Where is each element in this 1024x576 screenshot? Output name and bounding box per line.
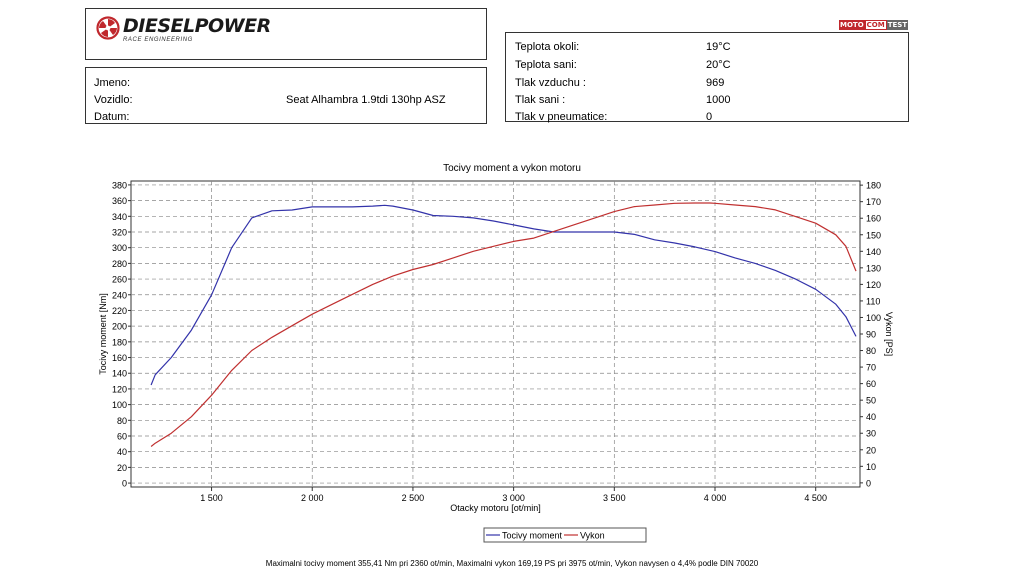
y-tick-label: 60	[117, 432, 127, 442]
y-tick-label: 120	[112, 384, 127, 394]
x-axis-label: Otacky motoru [ot/min]	[450, 503, 541, 513]
y-tick-label: 200	[112, 322, 127, 332]
x-axis-ticks: 1 500 2 000 2 500 3 000 3 500 4 000 4 500	[200, 487, 827, 503]
badge-part-1: MOTO	[839, 20, 865, 30]
owner-label: Jmeno:	[94, 77, 131, 89]
badge-part-3: TEST	[886, 20, 909, 30]
air-pressure-label: Tlak vzduchu :	[515, 77, 586, 89]
y-tick-label: 280	[112, 259, 127, 269]
tyre-pressure-value: 0	[706, 111, 713, 123]
vehicle-label: Vozidlo:	[94, 94, 133, 106]
y-axis-right-label: Vykon [PS]	[884, 312, 894, 356]
x-tick-label: 3 000	[502, 493, 525, 503]
y2-tick-label: 30	[866, 429, 876, 439]
y-tick-label: 320	[112, 228, 127, 238]
legend-label-torque: Tocivy moment	[502, 531, 563, 541]
y-axis-right-ticks: 0 10 20 30 40 50 60 70 80 90 100 110 120 130 140 150 160…	[860, 181, 881, 488]
intake-pressure-label: Tlak sani :	[515, 94, 566, 106]
y2-tick-label: 120	[866, 280, 881, 290]
torque-curve	[150, 204, 857, 386]
intake-temp-label: Teplota sani:	[515, 59, 577, 71]
y-tick-label: 240	[112, 290, 127, 300]
x-tick-label: 2 500	[402, 493, 425, 503]
y2-tick-label: 60	[866, 379, 876, 389]
x-tick-label: 1 500	[200, 493, 223, 503]
y2-tick-label: 150	[866, 230, 881, 240]
intake-temp-value: 20°C	[706, 59, 731, 71]
y2-tick-label: 10	[866, 462, 876, 472]
y-tick-label: 340	[112, 212, 127, 222]
y-tick-label: 160	[112, 353, 127, 363]
ambient-temp-label: Teplota okoli:	[515, 41, 580, 53]
y2-tick-label: 20	[866, 445, 876, 455]
y2-tick-label: 50	[866, 396, 876, 406]
y2-tick-label: 160	[866, 214, 881, 224]
y2-tick-label: 140	[866, 247, 881, 257]
y2-tick-label: 80	[866, 346, 876, 356]
air-pressure-value: 969	[706, 77, 725, 89]
motocomtest-badge: MOTO COM TEST	[839, 20, 909, 30]
y2-tick-label: 40	[866, 412, 876, 422]
y-tick-label: 140	[112, 369, 127, 379]
conditions-box: Teplota okoli: 19°C Teplota sani: 20°C T…	[505, 32, 909, 123]
grid-lines	[131, 181, 860, 487]
x-tick-label: 2 000	[301, 493, 324, 503]
y-tick-label: 20	[117, 463, 127, 473]
y-tick-label: 100	[112, 400, 127, 410]
vehicle-info-box: Jmeno: Vozidlo: Seat Alhambra 1.9tdi 130…	[85, 67, 487, 124]
y-tick-label: 260	[112, 275, 127, 285]
turbo-logo-icon	[96, 16, 120, 40]
intake-pressure-value: 1000	[706, 94, 731, 106]
chart-legend: Tocivy moment Vykon	[483, 527, 647, 543]
y2-tick-label: 130	[866, 263, 881, 273]
vehicle-value: Seat Alhambra 1.9tdi 130hp ASZ	[286, 94, 446, 106]
y-tick-label: 0	[122, 479, 127, 489]
y-tick-label: 180	[112, 337, 127, 347]
chart-title: Tocivy moment a vykon motoru	[443, 163, 581, 174]
y2-tick-label: 90	[866, 330, 876, 340]
y-tick-label: 300	[112, 243, 127, 253]
y2-tick-label: 0	[866, 478, 871, 488]
y-tick-label: 380	[112, 180, 127, 190]
y2-tick-label: 100	[866, 313, 881, 323]
y-tick-label: 360	[112, 196, 127, 206]
plot-frame	[130, 180, 861, 488]
power-curve	[150, 202, 857, 447]
y-tick-label: 40	[117, 447, 127, 457]
y-axis-left-ticks: 0 20 40 60 80 100 120 140 160 180 200 220 240 260 280 3…	[112, 180, 131, 489]
x-tick-label: 4 500	[804, 493, 827, 503]
tyre-pressure-label: Tlak v pneumatice:	[515, 111, 608, 123]
y-axis-left-label: Tocivy moment [Nm]	[98, 293, 108, 375]
footer-summary: Maximalni tocivy moment 355,41 Nm pri 23…	[265, 559, 759, 568]
y-tick-label: 220	[112, 306, 127, 316]
y2-tick-label: 110	[866, 296, 880, 306]
y-tick-label: 80	[117, 416, 127, 426]
brand-name: DIESELPOWER	[123, 15, 271, 37]
y2-tick-label: 70	[866, 363, 876, 373]
legend-label-power: Vykon	[580, 531, 605, 541]
x-tick-label: 4 000	[704, 493, 727, 503]
y2-tick-label: 170	[866, 197, 881, 207]
date-label: Datum:	[94, 111, 130, 123]
ambient-temp-value: 19°C	[706, 41, 731, 53]
y2-tick-label: 180	[866, 181, 881, 191]
brand-subtitle: RACE ENGINEERING	[123, 37, 193, 43]
badge-part-2: COM	[864, 20, 887, 30]
series-lines	[150, 202, 857, 447]
logo-box: DIESELPOWER RACE ENGINEERING	[85, 8, 487, 60]
x-tick-label: 3 500	[603, 493, 626, 503]
